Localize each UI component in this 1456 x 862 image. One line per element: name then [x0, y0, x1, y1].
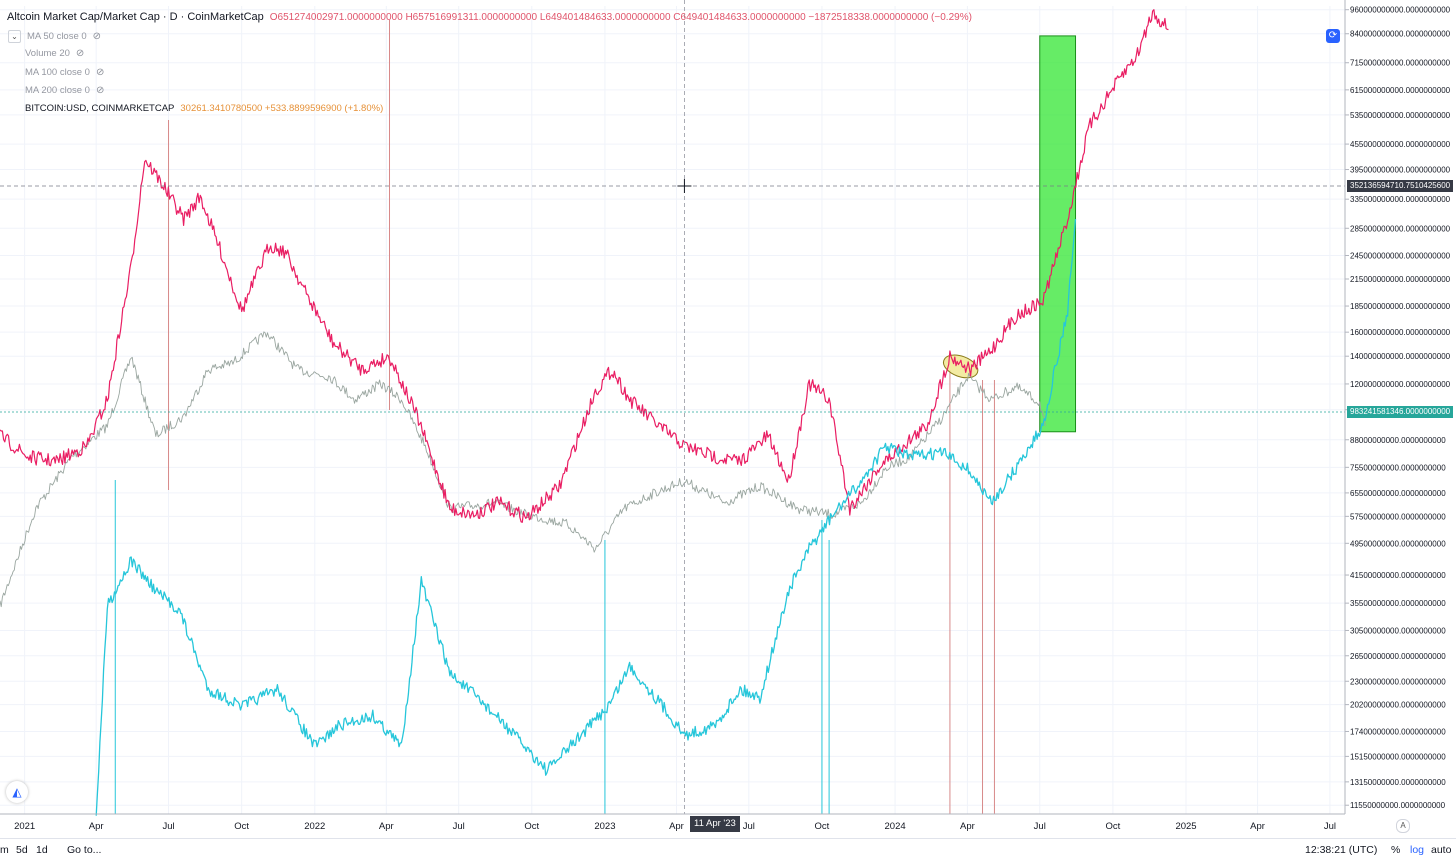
x-tick-label: Apr	[960, 821, 975, 832]
legend-btc-row[interactable]: BITCOIN:USD, COINMARKETCAP 30261.3410780…	[25, 103, 383, 114]
x-tick-label: Oct	[234, 821, 249, 832]
btc-series-value: 30261.3410780500 +533.8899596900 (+1.80%…	[180, 103, 384, 114]
y-tick-label: 41500000000.0000000000	[1350, 571, 1446, 580]
x-tick-label: 2022	[304, 821, 325, 832]
y-tick-label: 140000000000.0000000000	[1350, 352, 1451, 361]
y-tick-label: 120000000000.0000000000	[1350, 380, 1451, 389]
x-tick-label: Jul	[162, 821, 174, 832]
legend-ohlc: O651274002971.0000000000 H657516991311.0…	[269, 11, 972, 23]
indicator-ma100[interactable]: MA 100 close 0 ⊘	[25, 67, 104, 78]
x-tick-label: 2021	[14, 821, 35, 832]
crosshair-price-label: 352136594710.7510425600	[1347, 180, 1454, 192]
percent-toggle[interactable]: %	[1391, 844, 1401, 856]
y-tick-label: 15150000000.0000000000	[1350, 752, 1446, 761]
indicator-label: MA 200 close 0	[25, 85, 90, 96]
bitcoin-series-line	[95, 218, 1077, 816]
clock: 12:38:21 (UTC)	[1305, 844, 1378, 856]
y-tick-label: 26500000000.0000000000	[1350, 652, 1446, 661]
altcoin-series-line	[0, 9, 1169, 523]
y-tick-label: 285000000000.0000000000	[1350, 224, 1451, 233]
crosshair-date-label: 11 Apr '23	[690, 816, 740, 832]
indicator-label: MA 50 close 0	[27, 31, 87, 42]
y-tick-label: 215000000000.0000000000	[1350, 275, 1451, 284]
indicator-label: Volume 20	[25, 48, 70, 59]
y-tick-label: 13150000000.0000000000	[1350, 778, 1446, 787]
y-tick-label: 75500000000.0000000000	[1350, 463, 1446, 472]
y-tick-label: 23000000000.0000000000	[1350, 677, 1446, 686]
y-tick-label: 160000000000.0000000000	[1350, 328, 1451, 337]
highlight-rectangle	[1039, 35, 1077, 433]
indicator-ma200[interactable]: MA 200 close 0 ⊘	[25, 85, 104, 96]
y-tick-label: 30500000000.0000000000	[1350, 626, 1446, 635]
y-tick-label: 17400000000.0000000000	[1350, 727, 1446, 736]
auto-scale-icon[interactable]: A	[1396, 819, 1410, 833]
range-button[interactable]: m	[0, 844, 9, 856]
y-tick-label: 245000000000.0000000000	[1350, 251, 1451, 260]
eye-off-icon[interactable]: ⊘	[95, 85, 105, 96]
eye-off-icon[interactable]: ⊘	[92, 31, 102, 42]
y-tick-label: 455000000000.0000000000	[1350, 140, 1451, 149]
x-tick-label: Apr	[669, 821, 684, 832]
x-tick-label: Oct	[815, 821, 830, 832]
x-tick-label: Apr	[89, 821, 104, 832]
x-tick-label: Apr	[1250, 821, 1265, 832]
legend-title-row[interactable]: Altcoin Market Cap/Market Cap · D · Coin…	[7, 11, 972, 23]
y-tick-label: 88000000000.0000000000	[1350, 436, 1446, 445]
tradingview-logo-icon[interactable]: ◭	[6, 781, 28, 803]
log-toggle[interactable]: log	[1410, 844, 1425, 856]
last-price-label: 98324158134​6.0000000000	[1347, 406, 1454, 418]
volume-spikes	[114, 20, 995, 814]
chevron-down-icon[interactable]: ⌄	[8, 30, 21, 43]
y-tick-label: 335000000000.0000000000	[1350, 195, 1451, 204]
indicator-volume[interactable]: Volume 20 ⊘	[25, 48, 84, 59]
range-5d-button[interactable]: 5d	[16, 844, 28, 856]
axes: 2021 Apr Jul Oct 2022 Apr Jul Oct 2023 Apr Jul Oct 2…	[0, 0, 1451, 832]
x-tick-label: Jul	[453, 821, 465, 832]
goto-button[interactable]: Go to...	[67, 844, 102, 856]
x-tick-label: 2023	[594, 821, 615, 832]
marketcap-series-line	[0, 331, 1046, 608]
sync-icon[interactable]: ⟳	[1326, 29, 1340, 43]
y-tick-label: 185000000000.0000000000	[1350, 302, 1451, 311]
y-tick-label: 35500000000.0000000000	[1350, 599, 1446, 608]
y-tick-label: 395000000000.0000000000	[1350, 166, 1451, 175]
indicator-label: MA 100 close 0	[25, 67, 90, 78]
btc-series-name: BITCOIN:USD, COINMARKETCAP	[25, 103, 175, 114]
y-tick-label: 20200000000.0000000000	[1350, 701, 1446, 710]
eye-off-icon[interactable]: ⊘	[95, 67, 105, 78]
highlight-ellipse	[942, 354, 979, 379]
x-tick-label: Oct	[524, 821, 539, 832]
y-tick-label: 840000000000.0000000000	[1350, 30, 1451, 39]
x-tick-label: Oct	[1105, 821, 1120, 832]
indicator-ma50[interactable]: ⌄ MA 50 close 0 ⊘	[8, 30, 101, 43]
crosshair	[0, 0, 1345, 814]
series	[0, 9, 1169, 816]
y-tick-label: 49500000000.0000000000	[1350, 539, 1446, 548]
annotations	[942, 35, 1077, 433]
y-tick-label: 715000000000.0000000000	[1350, 59, 1451, 68]
x-tick-label: 2024	[885, 821, 906, 832]
bottom-toolbar: m 5d 1d Go to... 12:38:21 (UTC) % log au…	[0, 838, 1456, 862]
x-tick-label: Jul	[1324, 821, 1336, 832]
grid	[0, 6, 1345, 814]
y-tick-label: 65500000000.0000000000	[1350, 489, 1446, 498]
x-tick-label: Jul	[743, 821, 755, 832]
x-tick-label: Jul	[1034, 821, 1046, 832]
x-tick-label: Apr	[379, 821, 394, 832]
y-tick-label: 11550000000.0000000000	[1350, 801, 1446, 810]
y-tick-label: 960000000000.0000000000	[1350, 6, 1451, 15]
y-tick-label: 535000000000.0000000000	[1350, 111, 1451, 120]
auto-toggle[interactable]: auto	[1431, 844, 1452, 856]
y-tick-label: 57500000000.0000000000	[1350, 512, 1446, 521]
eye-off-icon[interactable]: ⊘	[75, 48, 85, 59]
y-tick-label: 615000000000.0000000000	[1350, 86, 1451, 95]
range-1d-button[interactable]: 1d	[36, 844, 48, 856]
legend-title: Altcoin Market Cap/Market Cap · D · Coin…	[7, 11, 264, 23]
x-tick-label: 2025	[1175, 821, 1196, 832]
